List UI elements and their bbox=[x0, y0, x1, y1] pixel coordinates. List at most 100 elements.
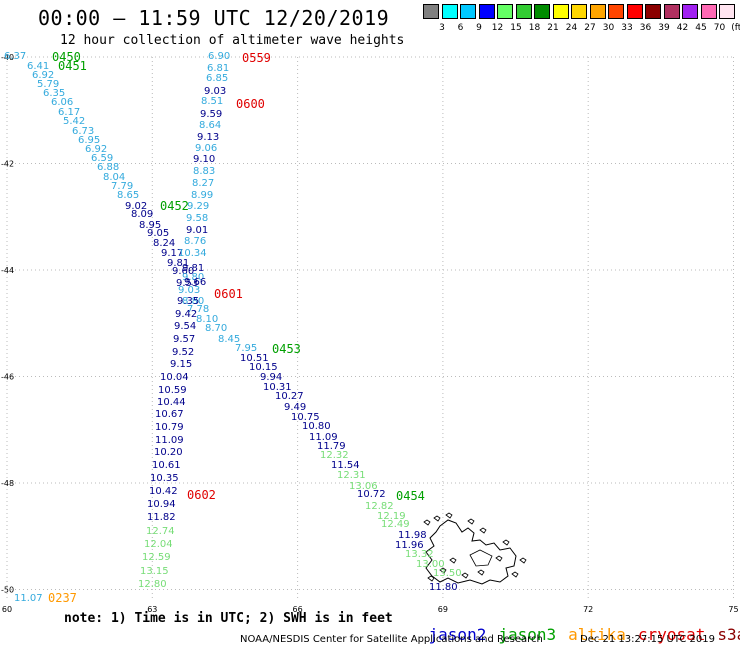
colorbar-swatch bbox=[626, 4, 643, 19]
islet-outline bbox=[477, 569, 485, 576]
inner-coast-outline bbox=[469, 549, 493, 567]
swh-value-label: 5.79 bbox=[37, 79, 59, 90]
islet-outline bbox=[449, 557, 457, 564]
swh-value-label: 9.57 bbox=[173, 334, 195, 345]
islet-outline bbox=[467, 518, 475, 525]
colorbar-label: 12 bbox=[491, 23, 504, 33]
swh-value-label: 12.74 bbox=[146, 526, 175, 537]
colorbar-label: 27 bbox=[584, 23, 596, 33]
page-title: 00:00 – 11:59 UTC 12/20/2019 bbox=[38, 6, 390, 30]
colorbar-swatch bbox=[608, 4, 624, 19]
swh-value-label: 10.15 bbox=[249, 362, 278, 373]
time-label: 0452 bbox=[160, 199, 189, 213]
swh-value-label: 11.80 bbox=[429, 582, 458, 593]
swh-value-label: 10.34 bbox=[178, 248, 207, 259]
colorbar-label: 24 bbox=[565, 23, 578, 33]
y-tick-label: -46 bbox=[1, 373, 14, 382]
y-tick-label: -50 bbox=[1, 586, 14, 595]
swh-value-label: 12.32 bbox=[320, 450, 349, 461]
swh-value-label: 10.79 bbox=[155, 422, 184, 433]
time-label: 0559 bbox=[242, 51, 271, 65]
swh-value-label: 11.07 bbox=[14, 593, 43, 604]
colorbar-label: 36 bbox=[639, 23, 652, 33]
islet-outline bbox=[439, 567, 447, 574]
colorbar-swatch bbox=[589, 4, 606, 19]
swh-value-label: 8.83 bbox=[193, 166, 215, 177]
swh-value-label: 10.35 bbox=[150, 473, 179, 484]
islet-outline bbox=[445, 512, 453, 519]
swh-value-label: 8.24 bbox=[153, 238, 175, 249]
satellite-legend: jason2 jason3 altika cryosat s3a bbox=[390, 606, 740, 650]
colorbar-label: 70 bbox=[713, 23, 726, 33]
colorbar-swatch bbox=[515, 4, 532, 19]
swh-value-label: 9.80 bbox=[182, 272, 204, 283]
swh-value-label: 10.44 bbox=[157, 397, 186, 408]
swh-value-label: 9.53 bbox=[176, 278, 198, 289]
x-tick-label: 75 bbox=[728, 605, 738, 614]
colorbar-label: 30 bbox=[602, 23, 615, 33]
colorbar-swatch bbox=[497, 4, 513, 19]
swh-value-label: 6.59 bbox=[91, 153, 113, 164]
legend-cryosat: cryosat bbox=[637, 625, 706, 644]
swh-value-label: 11.96 bbox=[395, 540, 424, 551]
swh-value-label: 9.81 bbox=[182, 263, 204, 274]
swh-value-label: 8.51 bbox=[201, 96, 223, 107]
swh-value-label: 8.76 bbox=[184, 236, 206, 247]
swh-value-label: 8.04 bbox=[103, 172, 125, 183]
colorbar-label: 39 bbox=[658, 23, 670, 33]
colorbar-label: 21 bbox=[547, 23, 559, 33]
islet-outline bbox=[433, 515, 441, 522]
kerguelen-island-outline bbox=[425, 519, 517, 585]
time-label: 0601 bbox=[214, 287, 243, 301]
y-tick-label: -44 bbox=[1, 266, 14, 275]
swh-value-label: 11.09 bbox=[309, 432, 338, 443]
swh-value-label: 9.52 bbox=[172, 347, 194, 358]
swh-value-label: 8.99 bbox=[191, 190, 213, 201]
swh-value-label: 6.41 bbox=[27, 61, 49, 72]
swh-value-label: 12.80 bbox=[138, 579, 167, 590]
swh-value-label: 8.80 bbox=[182, 296, 204, 307]
swh-value-label: 9.35 bbox=[177, 296, 199, 307]
swh-value-label: 7.78 bbox=[187, 304, 209, 315]
swh-value-label: 8.65 bbox=[117, 190, 139, 201]
swh-value-label: 10.51 bbox=[240, 353, 269, 364]
swh-value-label: 9.03 bbox=[178, 285, 200, 296]
swh-value-label: 13.15 bbox=[140, 566, 169, 577]
legend-s3a: s3a bbox=[717, 625, 740, 644]
swh-value-label: 11.82 bbox=[147, 512, 176, 523]
legend-altika: altika bbox=[568, 625, 626, 644]
swh-value-label: 9.81 bbox=[167, 258, 189, 269]
swh-value-label: 8.09 bbox=[131, 209, 153, 220]
swh-value-label: 6.88 bbox=[97, 162, 119, 173]
x-tick-label: 60 bbox=[2, 605, 12, 614]
swh-value-label: 9.13 bbox=[197, 132, 219, 143]
swh-value-label: 6.90 bbox=[208, 51, 230, 62]
swh-value-label: 8.27 bbox=[192, 178, 214, 189]
swh-value-label: 10.75 bbox=[291, 412, 320, 423]
swh-value-label: 10.20 bbox=[154, 447, 183, 458]
swh-value-label: 11.98 bbox=[398, 530, 427, 541]
swh-value-label: 6.95 bbox=[78, 135, 100, 146]
axis-tick-labels: 60 63 66 69 72 75 -40 -42 -44 -46 -48 -50 bbox=[1, 53, 739, 614]
colorbar-swatch bbox=[663, 4, 680, 19]
time-label: 0602 bbox=[187, 488, 216, 502]
y-tick-label: -40 bbox=[1, 53, 14, 62]
swh-value-label: 11.54 bbox=[331, 460, 360, 471]
swh-value-label: 13.50 bbox=[433, 568, 462, 579]
colorbar-swatch bbox=[571, 4, 587, 19]
time-label: 0451 bbox=[58, 59, 87, 73]
colorbar-label: 33 bbox=[621, 23, 633, 33]
time-label: 0450 bbox=[52, 50, 81, 64]
legend-jason3: jason3 bbox=[498, 625, 557, 644]
swh-value-label: 10.72 bbox=[357, 489, 386, 500]
swh-value-label: 9.05 bbox=[147, 228, 169, 239]
swh-value-label: 8.10 bbox=[196, 314, 218, 325]
swh-value-label: 9.17 bbox=[161, 248, 183, 259]
islet-outline bbox=[495, 555, 503, 562]
swh-value-label: 9.58 bbox=[186, 213, 208, 224]
swh-value-label: 12.31 bbox=[337, 470, 366, 481]
colorbar-label: 6 bbox=[457, 23, 464, 33]
swh-value-label: 7.95 bbox=[235, 343, 257, 354]
colorbar-swatch bbox=[460, 4, 476, 19]
